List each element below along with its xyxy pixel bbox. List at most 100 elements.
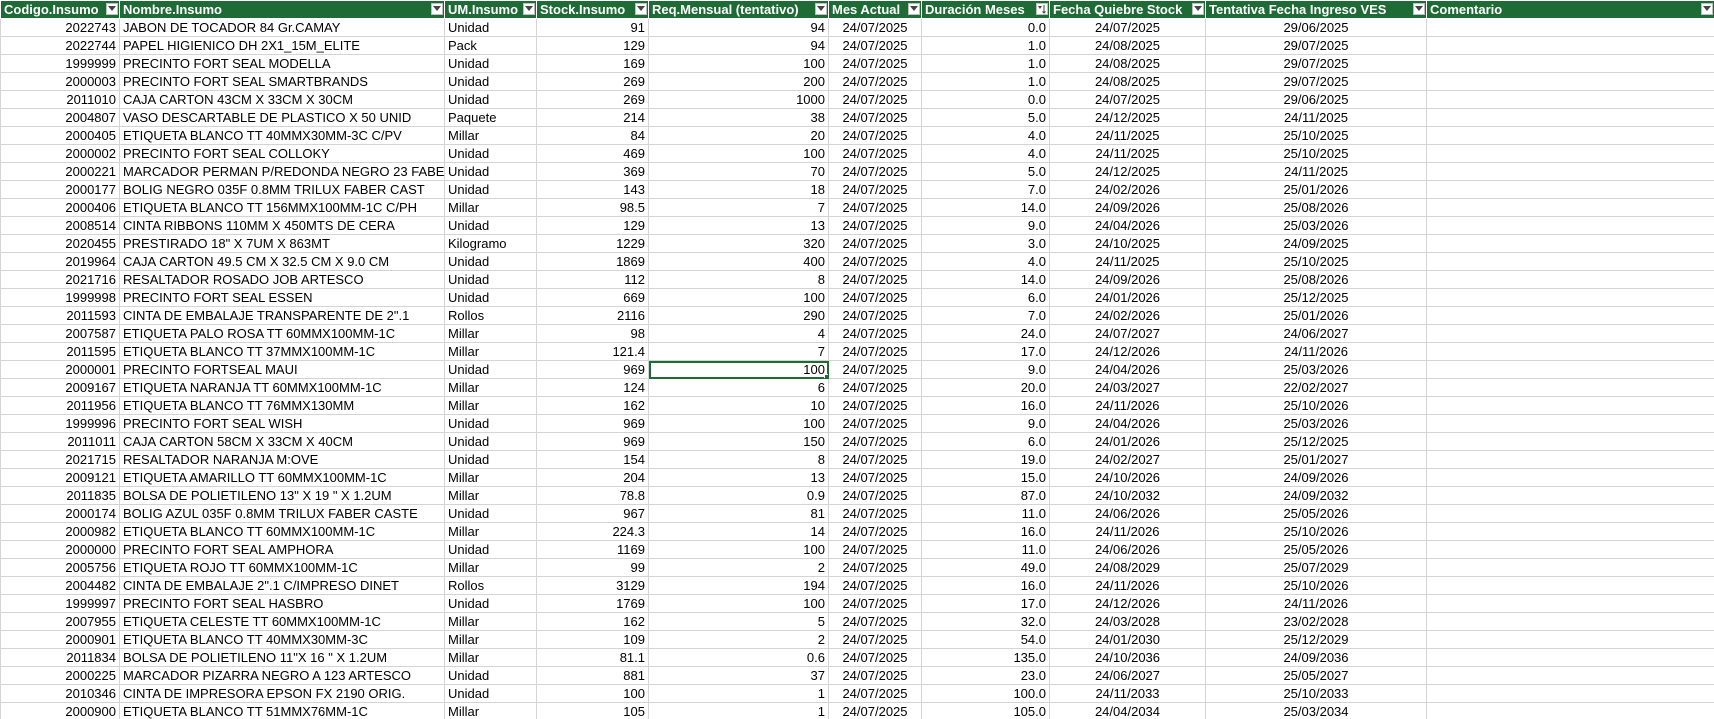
cell-duracion[interactable]: 23.0 xyxy=(921,666,1050,685)
cell-mes-actual[interactable]: 24/07/2025 xyxy=(828,270,922,289)
cell-um[interactable]: Unidad xyxy=(444,180,537,199)
cell-tentativa-ingreso[interactable]: 24/06/2027 xyxy=(1205,324,1427,343)
cell-fecha-quiebre[interactable]: 24/11/2026 xyxy=(1049,576,1206,595)
cell-fecha-quiebre[interactable]: 24/04/2026 xyxy=(1049,360,1206,379)
cell-stock[interactable]: 1229 xyxy=(536,234,649,253)
cell-codigo[interactable]: 1999998 xyxy=(0,288,120,307)
cell-comentario[interactable] xyxy=(1426,162,1714,181)
cell-fecha-quiebre[interactable]: 24/02/2027 xyxy=(1049,450,1206,469)
cell-mes-actual[interactable]: 24/07/2025 xyxy=(828,180,922,199)
cell-nombre[interactable]: CINTA DE EMBALAJE 2".1 C/IMPRESO DINET xyxy=(119,576,445,595)
cell-req-mensual[interactable]: 100 xyxy=(648,54,829,73)
cell-duracion[interactable]: 4.0 xyxy=(921,126,1050,145)
cell-fecha-quiebre[interactable]: 24/06/2027 xyxy=(1049,666,1206,685)
cell-tentativa-ingreso[interactable]: 25/10/2026 xyxy=(1205,576,1427,595)
header-um-insumo[interactable]: UM.Insumo xyxy=(444,0,537,19)
header-mes-actual[interactable]: Mes Actual xyxy=(828,0,922,19)
cell-duracion[interactable]: 5.0 xyxy=(921,108,1050,127)
filter-dropdown-icon[interactable] xyxy=(815,3,827,15)
cell-fecha-quiebre[interactable]: 24/03/2028 xyxy=(1049,612,1206,631)
cell-tentativa-ingreso[interactable]: 29/06/2025 xyxy=(1205,18,1427,37)
cell-mes-actual[interactable]: 24/07/2025 xyxy=(828,36,922,55)
cell-mes-actual[interactable]: 24/07/2025 xyxy=(828,324,922,343)
cell-comentario[interactable] xyxy=(1426,360,1714,379)
cell-tentativa-ingreso[interactable]: 25/10/2026 xyxy=(1205,396,1427,415)
cell-req-mensual[interactable]: 100 xyxy=(648,594,829,613)
cell-comentario[interactable] xyxy=(1426,72,1714,91)
cell-mes-actual[interactable]: 24/07/2025 xyxy=(828,630,922,649)
header-nombre-insumo[interactable]: Nombre.Insumo xyxy=(119,0,445,19)
cell-req-mensual[interactable]: 20 xyxy=(648,126,829,145)
cell-tentativa-ingreso[interactable]: 25/10/2025 xyxy=(1205,144,1427,163)
cell-fecha-quiebre[interactable]: 24/12/2026 xyxy=(1049,342,1206,361)
cell-nombre[interactable]: ETIQUETA NARANJA TT 60MMX100MM-1C xyxy=(119,378,445,397)
cell-mes-actual[interactable]: 24/07/2025 xyxy=(828,198,922,217)
cell-duracion[interactable]: 16.0 xyxy=(921,522,1050,541)
cell-nombre[interactable]: ETIQUETA CELESTE TT 60MMX100MM-1C xyxy=(119,612,445,631)
cell-req-mensual[interactable]: 1 xyxy=(648,702,829,719)
cell-duracion[interactable]: 20.0 xyxy=(921,378,1050,397)
cell-duracion[interactable]: 135.0 xyxy=(921,648,1050,667)
cell-req-mensual[interactable]: 94 xyxy=(648,36,829,55)
cell-codigo[interactable]: 2011593 xyxy=(0,306,120,325)
cell-fecha-quiebre[interactable]: 24/11/2025 xyxy=(1049,252,1206,271)
cell-duracion[interactable]: 100.0 xyxy=(921,684,1050,703)
cell-duracion[interactable]: 11.0 xyxy=(921,504,1050,523)
cell-fecha-quiebre[interactable]: 24/06/2026 xyxy=(1049,504,1206,523)
cell-duracion[interactable]: 0.0 xyxy=(921,18,1050,37)
cell-nombre[interactable]: PRECINTO FORT SEAL MODELLA xyxy=(119,54,445,73)
cell-fecha-quiebre[interactable]: 24/10/2032 xyxy=(1049,486,1206,505)
cell-codigo[interactable]: 2000900 xyxy=(0,702,120,719)
cell-comentario[interactable] xyxy=(1426,666,1714,685)
cell-tentativa-ingreso[interactable]: 22/02/2027 xyxy=(1205,378,1427,397)
cell-req-mensual[interactable]: 200 xyxy=(648,72,829,91)
cell-req-mensual[interactable]: 10 xyxy=(648,396,829,415)
cell-codigo[interactable]: 2000000 xyxy=(0,540,120,559)
header-codigo-insumo[interactable]: Codigo.Insumo xyxy=(0,0,120,19)
cell-um[interactable]: Unidad xyxy=(444,450,537,469)
cell-codigo[interactable]: 2011010 xyxy=(0,90,120,109)
cell-codigo[interactable]: 2000002 xyxy=(0,144,120,163)
cell-tentativa-ingreso[interactable]: 25/05/2026 xyxy=(1205,540,1427,559)
cell-duracion[interactable]: 0.0 xyxy=(921,90,1050,109)
cell-mes-actual[interactable]: 24/07/2025 xyxy=(828,144,922,163)
cell-nombre[interactable]: PRECINTO FORT SEAL HASBRO xyxy=(119,594,445,613)
cell-req-mensual[interactable]: 100 xyxy=(648,288,829,307)
cell-tentativa-ingreso[interactable]: 25/08/2026 xyxy=(1205,270,1427,289)
cell-comentario[interactable] xyxy=(1426,504,1714,523)
cell-comentario[interactable] xyxy=(1426,198,1714,217)
cell-req-mensual[interactable]: 0.6 xyxy=(648,648,829,667)
cell-req-mensual[interactable]: 100 xyxy=(648,144,829,163)
cell-duracion[interactable]: 4.0 xyxy=(921,144,1050,163)
cell-mes-actual[interactable]: 24/07/2025 xyxy=(828,252,922,271)
cell-codigo[interactable]: 2020455 xyxy=(0,234,120,253)
cell-um[interactable]: Millar xyxy=(444,468,537,487)
sort-ascending-filter-icon[interactable] xyxy=(1036,3,1048,15)
cell-codigo[interactable]: 2022743 xyxy=(0,18,120,37)
cell-codigo[interactable]: 2009167 xyxy=(0,378,120,397)
cell-nombre[interactable]: ETIQUETA BLANCO TT 40MMX30MM-3C C/PV xyxy=(119,126,445,145)
cell-nombre[interactable]: MARCADOR PERMAN P/REDONDA NEGRO 23 FABER xyxy=(119,162,445,181)
cell-um[interactable]: Unidad xyxy=(444,414,537,433)
cell-um[interactable]: Millar xyxy=(444,702,537,719)
cell-fecha-quiebre[interactable]: 24/08/2025 xyxy=(1049,72,1206,91)
cell-tentativa-ingreso[interactable]: 25/05/2027 xyxy=(1205,666,1427,685)
cell-comentario[interactable] xyxy=(1426,612,1714,631)
cell-nombre[interactable]: ETIQUETA BLANCO TT 156MMX100MM-1C C/PH xyxy=(119,198,445,217)
cell-duracion[interactable]: 5.0 xyxy=(921,162,1050,181)
cell-comentario[interactable] xyxy=(1426,414,1714,433)
cell-tentativa-ingreso[interactable]: 29/07/2025 xyxy=(1205,54,1427,73)
cell-codigo[interactable]: 2021715 xyxy=(0,450,120,469)
cell-comentario[interactable] xyxy=(1426,144,1714,163)
cell-um[interactable]: Unidad xyxy=(444,72,537,91)
cell-fecha-quiebre[interactable]: 24/08/2025 xyxy=(1049,36,1206,55)
cell-nombre[interactable]: RESALTADOR NARANJA M:OVE xyxy=(119,450,445,469)
cell-duracion[interactable]: 9.0 xyxy=(921,414,1050,433)
cell-tentativa-ingreso[interactable]: 24/11/2025 xyxy=(1205,108,1427,127)
cell-comentario[interactable] xyxy=(1426,468,1714,487)
cell-mes-actual[interactable]: 24/07/2025 xyxy=(828,378,922,397)
header-stock-insumo[interactable]: Stock.Insumo xyxy=(536,0,649,19)
filter-dropdown-icon[interactable] xyxy=(1413,3,1425,15)
cell-codigo[interactable]: 2000003 xyxy=(0,72,120,91)
